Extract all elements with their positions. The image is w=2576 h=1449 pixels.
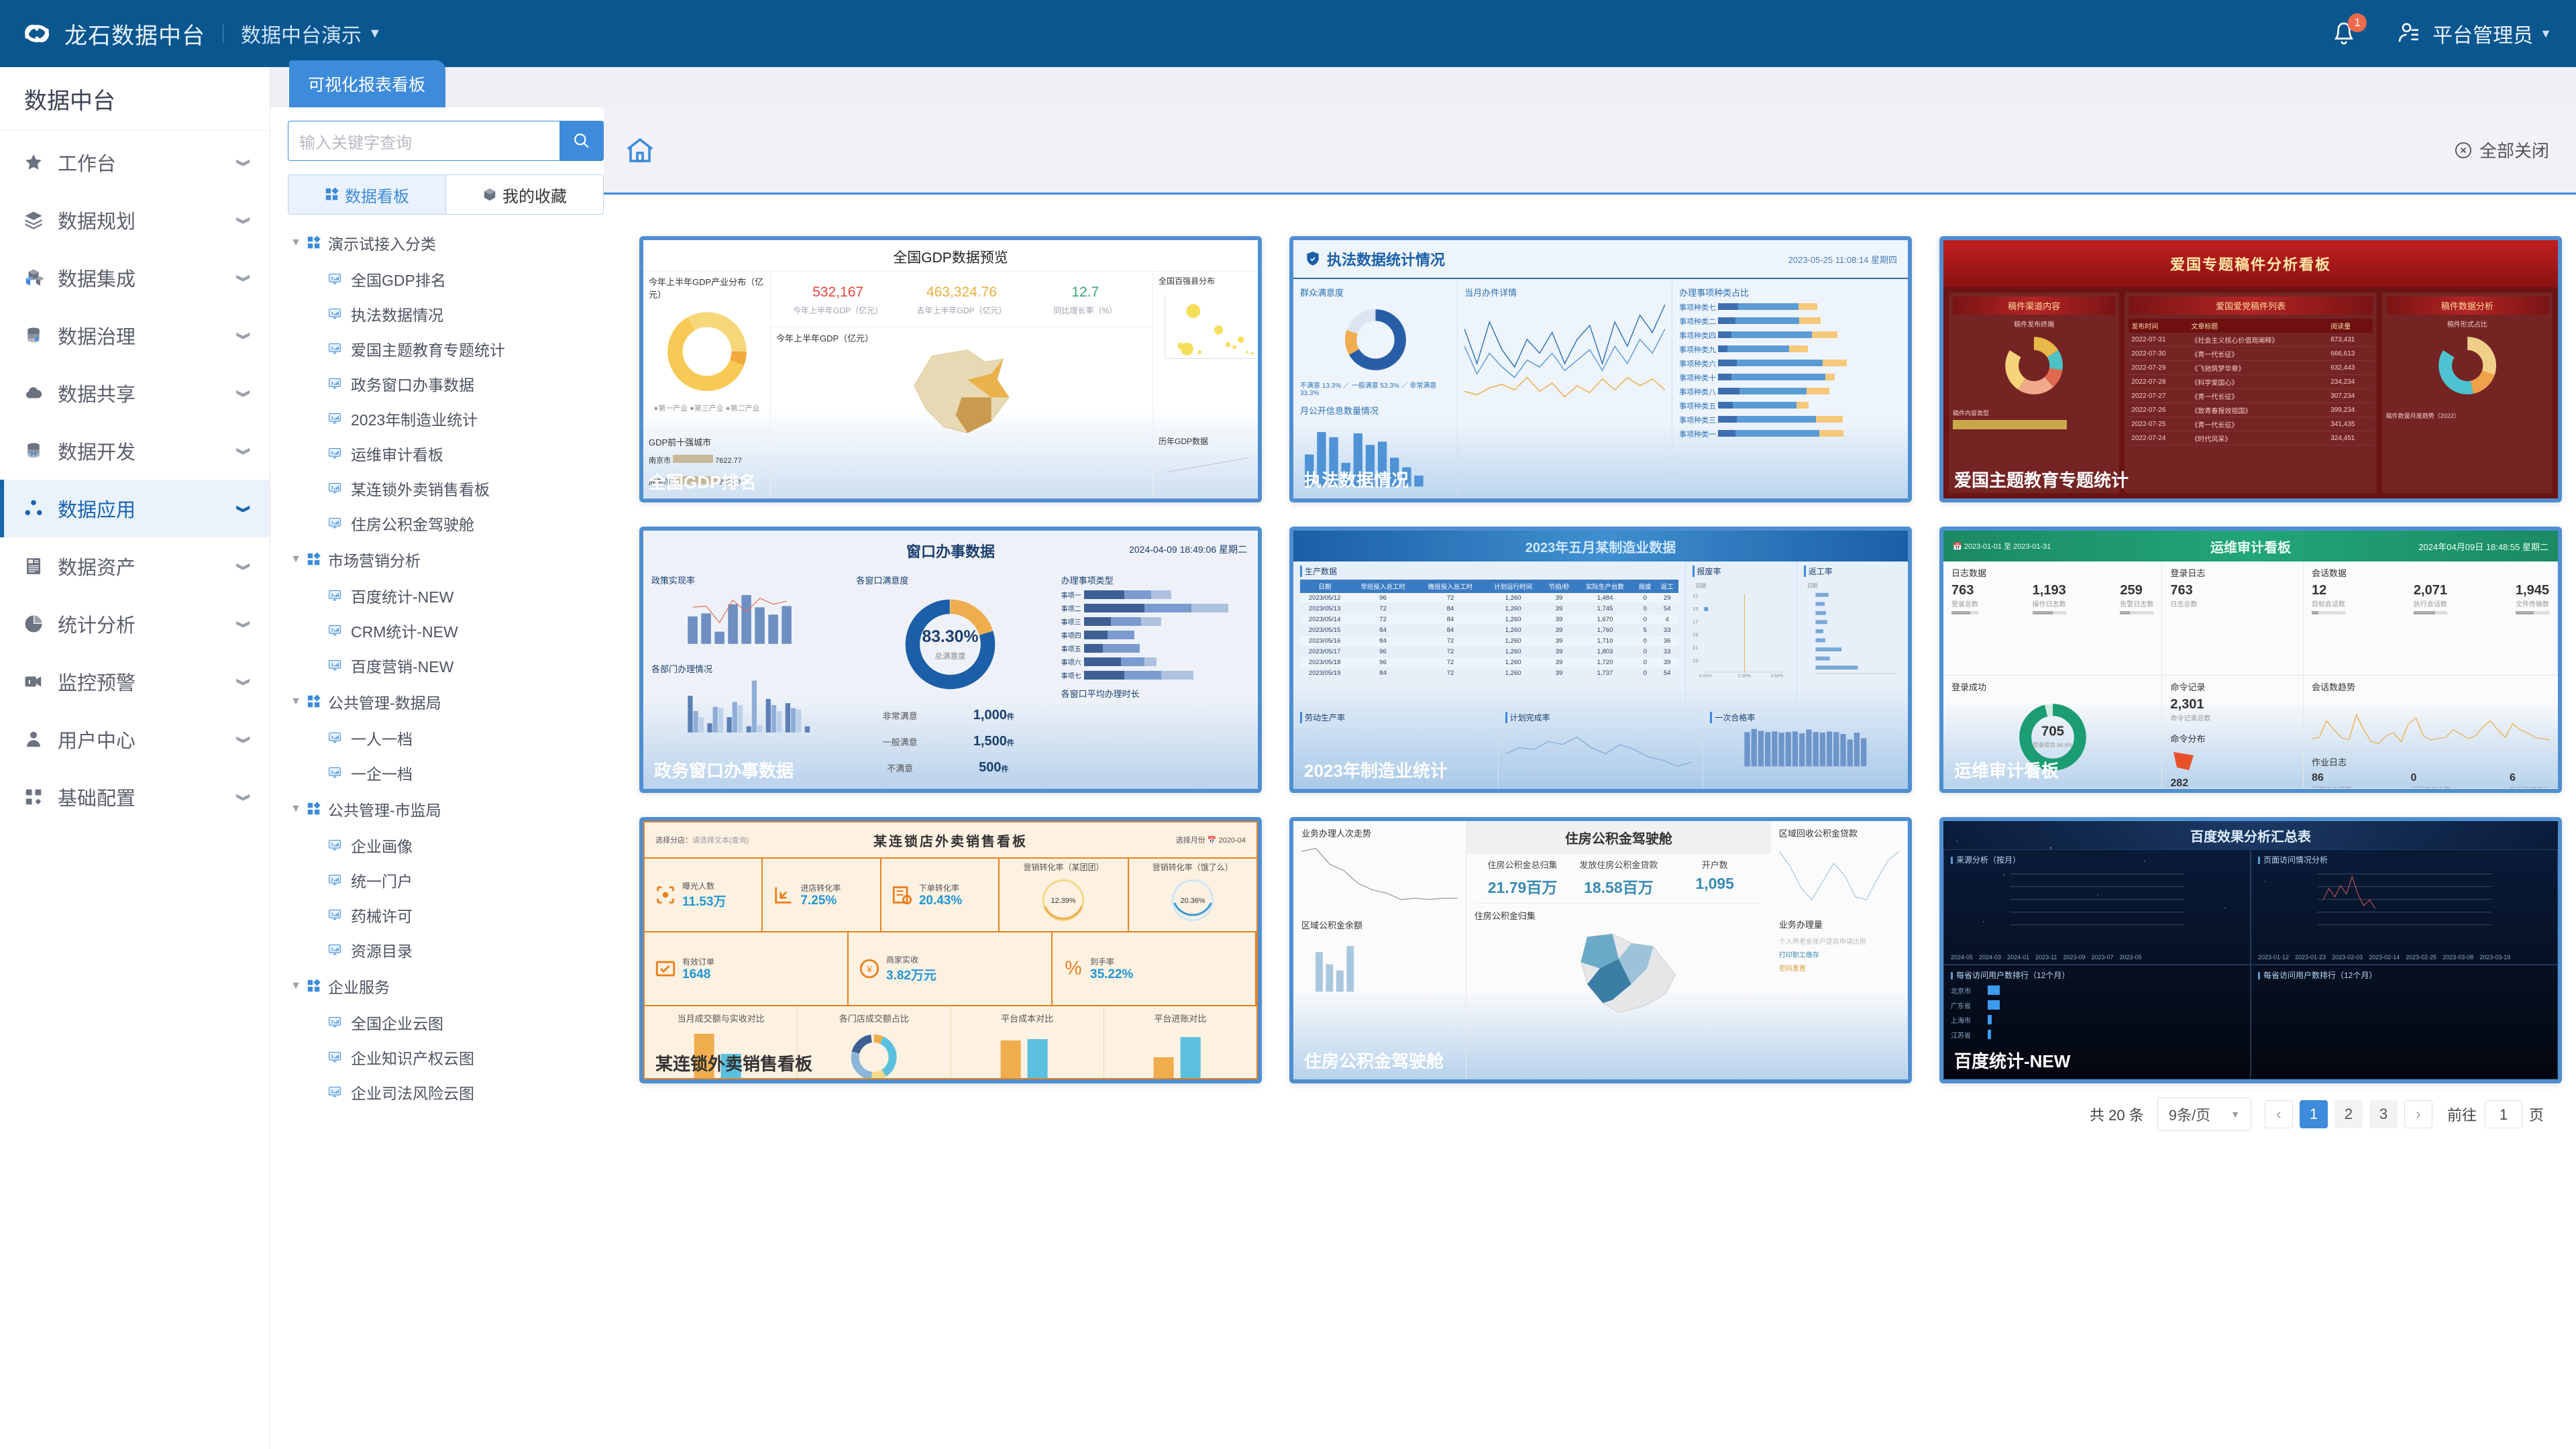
- svg-text:12: 12: [1693, 593, 1699, 599]
- svg-text:15: 15: [1693, 606, 1699, 612]
- svg-text:17: 17: [1693, 619, 1699, 625]
- svg-text:%: %: [1065, 958, 1081, 979]
- svg-text:3.50%: 3.50%: [1770, 674, 1783, 679]
- svg-text:2.00%: 2.00%: [1737, 674, 1750, 679]
- svg-text:19: 19: [1693, 632, 1699, 638]
- svg-text:登录成功 96.8%: 登录成功 96.8%: [2033, 741, 2073, 748]
- svg-text:705: 705: [2041, 724, 2064, 739]
- svg-text:23: 23: [1693, 657, 1699, 663]
- svg-text:总满意度: 总满意度: [935, 651, 967, 661]
- svg-text:日期: 日期: [1807, 583, 1818, 589]
- svg-text:¥: ¥: [866, 965, 872, 975]
- svg-text:12.39%: 12.39%: [1051, 897, 1076, 905]
- svg-text:0.00%: 0.00%: [1699, 674, 1711, 679]
- svg-text:83.30%: 83.30%: [922, 628, 979, 646]
- svg-text:20.36%: 20.36%: [1180, 897, 1205, 905]
- svg-text:21: 21: [1693, 645, 1699, 651]
- svg-text:日期: 日期: [1695, 583, 1706, 589]
